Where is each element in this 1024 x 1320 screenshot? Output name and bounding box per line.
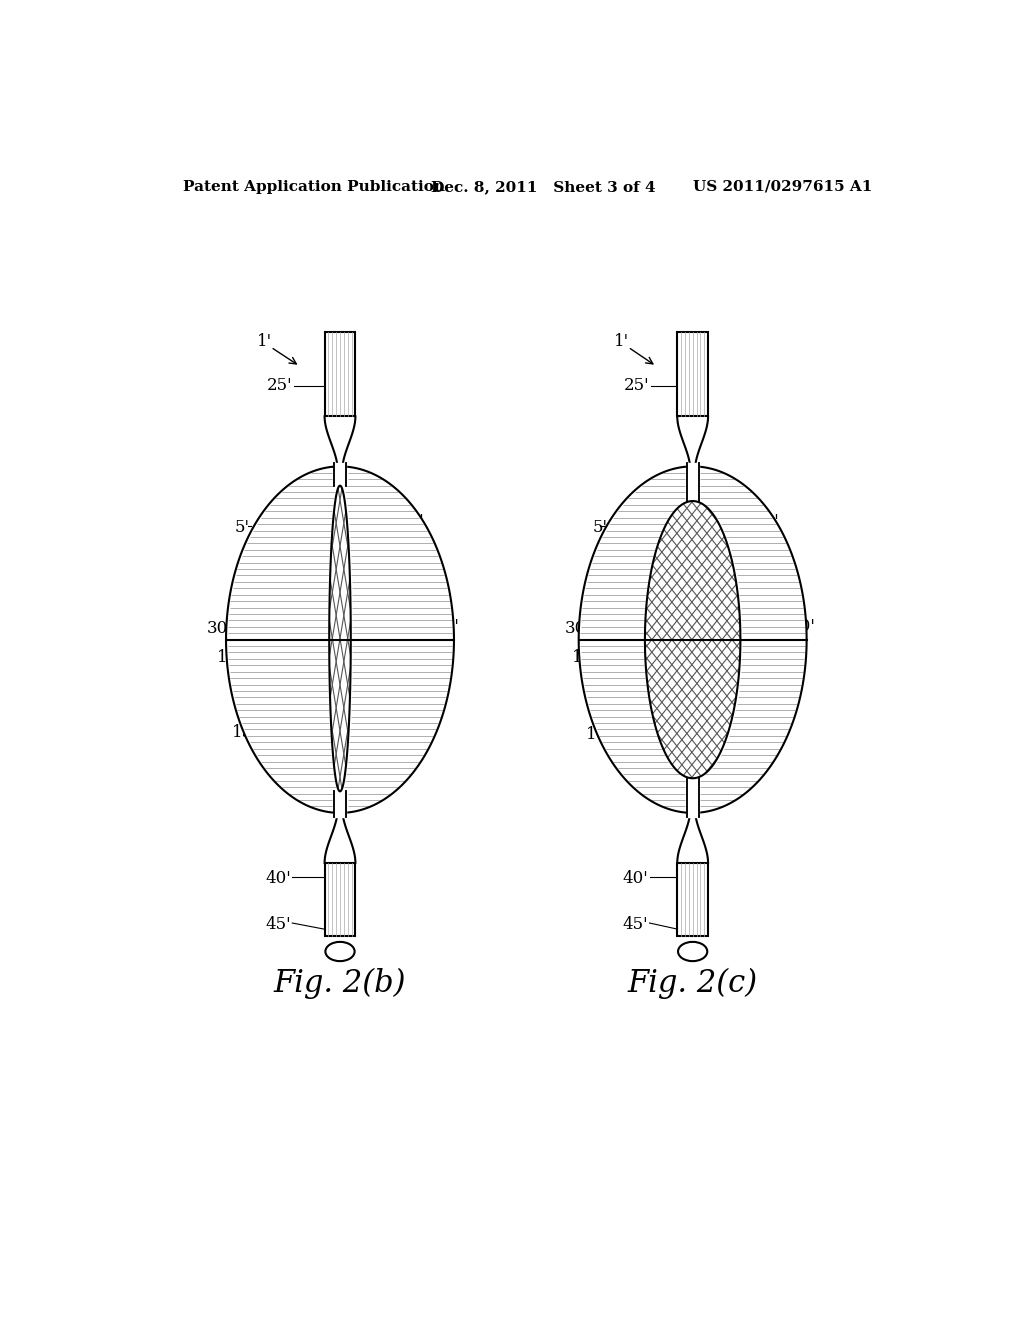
Ellipse shape xyxy=(678,942,708,961)
Text: 40': 40' xyxy=(265,870,291,887)
Text: 5': 5' xyxy=(234,520,250,536)
Text: 30': 30' xyxy=(564,619,590,636)
Text: Patent Application Publication: Patent Application Publication xyxy=(183,180,444,194)
Text: 45': 45' xyxy=(623,916,648,933)
Polygon shape xyxy=(677,416,708,470)
Text: 14': 14' xyxy=(759,639,784,656)
Text: 36': 36' xyxy=(388,747,414,764)
Text: 15': 15' xyxy=(232,723,258,741)
Text: US 2011/0297615 A1: US 2011/0297615 A1 xyxy=(692,180,872,194)
Text: 30': 30' xyxy=(207,619,233,636)
Text: 36': 36' xyxy=(746,744,772,762)
Bar xyxy=(325,863,355,936)
Text: Fig. 2(b): Fig. 2(b) xyxy=(273,969,407,999)
Polygon shape xyxy=(330,486,351,791)
Text: 1': 1' xyxy=(257,333,272,350)
Polygon shape xyxy=(645,502,740,779)
Polygon shape xyxy=(645,502,740,779)
Polygon shape xyxy=(325,809,355,863)
Bar xyxy=(677,331,708,416)
Text: 21',20': 21',20' xyxy=(759,618,816,635)
Text: 45': 45' xyxy=(265,916,291,933)
Text: 1': 1' xyxy=(614,333,630,350)
Bar xyxy=(677,863,708,936)
Polygon shape xyxy=(579,466,807,813)
Text: 16': 16' xyxy=(586,726,611,743)
Polygon shape xyxy=(330,486,351,791)
Text: 14': 14' xyxy=(402,639,428,656)
Text: 40': 40' xyxy=(623,870,648,887)
Text: 25': 25' xyxy=(624,378,649,395)
Text: 11': 11' xyxy=(755,535,780,552)
Text: 6': 6' xyxy=(629,558,643,576)
Text: Fig. 2(c): Fig. 2(c) xyxy=(628,969,758,999)
Text: 12': 12' xyxy=(759,659,784,675)
Text: 10': 10' xyxy=(755,513,780,531)
Polygon shape xyxy=(677,809,708,863)
Text: 13': 13' xyxy=(216,649,243,665)
Text: 25': 25' xyxy=(266,378,292,395)
Ellipse shape xyxy=(326,942,354,961)
Text: 13': 13' xyxy=(572,649,598,665)
Text: 20',21': 20',21' xyxy=(402,618,459,635)
Text: 11': 11' xyxy=(398,535,424,552)
Text: 12': 12' xyxy=(402,659,428,675)
Text: 5': 5' xyxy=(593,520,608,536)
Text: 6': 6' xyxy=(273,558,289,576)
Polygon shape xyxy=(330,486,351,791)
Text: Dec. 8, 2011   Sheet 3 of 4: Dec. 8, 2011 Sheet 3 of 4 xyxy=(431,180,655,194)
Polygon shape xyxy=(325,416,355,470)
Text: 10': 10' xyxy=(398,513,424,531)
Bar xyxy=(325,331,355,416)
Polygon shape xyxy=(226,466,454,813)
Polygon shape xyxy=(645,502,740,779)
